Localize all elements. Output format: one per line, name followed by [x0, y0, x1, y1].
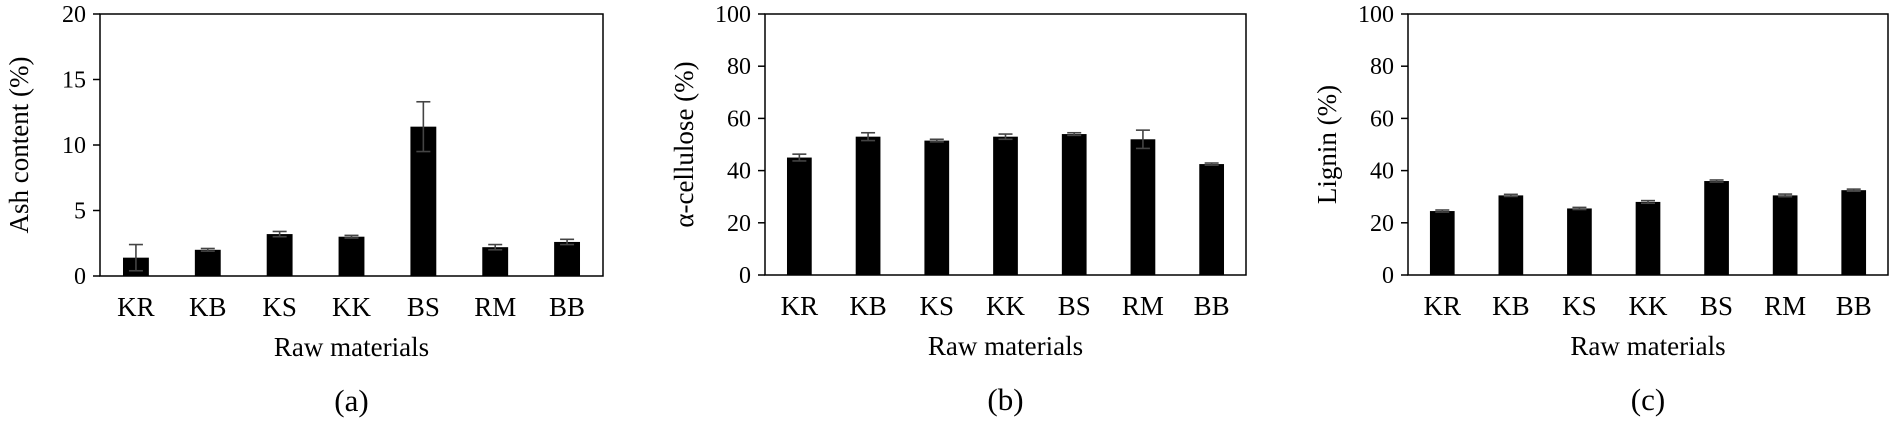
- bar-rm: [1130, 139, 1156, 275]
- bar-ks: [1567, 208, 1592, 275]
- y-tick-label: 40: [1370, 159, 1394, 185]
- x-category-label: RM: [474, 292, 516, 322]
- x-category-label: BB: [1194, 291, 1230, 321]
- x-axis-title: Raw materials: [928, 331, 1083, 361]
- bar-kb: [1498, 195, 1524, 275]
- bar-rm: [482, 247, 509, 276]
- bar-bb: [1841, 190, 1867, 275]
- y-tick-label: 20: [1370, 211, 1394, 237]
- bar-bb: [1199, 164, 1225, 275]
- y-tick-label: 10: [62, 133, 86, 159]
- x-category-label: RM: [1122, 291, 1164, 321]
- bar-rm: [1772, 195, 1798, 275]
- bar-ks: [924, 140, 950, 275]
- x-category-label: KR: [781, 291, 819, 321]
- x-category-label: BB: [1836, 291, 1872, 321]
- bar-kr: [786, 157, 812, 275]
- y-tick-label: 60: [727, 106, 751, 132]
- bar-ks: [266, 234, 293, 276]
- bar-bb: [554, 241, 581, 276]
- x-category-label: BS: [1058, 291, 1091, 321]
- y-tick-label: 5: [74, 199, 86, 225]
- bar-kb: [855, 136, 881, 275]
- y-axis-title: α-cellulose (%): [669, 61, 699, 227]
- x-category-label: KS: [262, 292, 297, 322]
- x-axis-title: Raw materials: [274, 332, 429, 362]
- x-category-label: KK: [1629, 291, 1668, 321]
- x-category-label: BS: [1700, 291, 1733, 321]
- x-category-label: RM: [1764, 291, 1806, 321]
- x-category-label: KR: [1424, 291, 1462, 321]
- x-category-label: KK: [986, 291, 1025, 321]
- y-tick-label: 0: [74, 264, 86, 290]
- bar-bs: [1704, 181, 1729, 275]
- y-tick-label: 100: [715, 2, 751, 28]
- y-tick-label: 0: [1382, 263, 1394, 289]
- x-category-label: KB: [1492, 291, 1530, 321]
- y-tick-label: 80: [727, 54, 751, 80]
- y-tick-label: 100: [1358, 2, 1394, 28]
- y-tick-label: 60: [1370, 106, 1394, 132]
- y-tick-label: 0: [739, 263, 751, 289]
- bar-bs: [1061, 134, 1087, 275]
- y-tick-label: 40: [727, 159, 751, 185]
- x-axis-title: Raw materials: [1570, 331, 1725, 361]
- y-axis-title: Ash content (%): [4, 57, 34, 234]
- x-category-label: KB: [849, 291, 887, 321]
- bar-kk: [993, 136, 1018, 275]
- x-category-label: KB: [189, 292, 227, 322]
- y-tick-label: 80: [1370, 54, 1394, 80]
- x-category-label: KR: [117, 292, 155, 322]
- x-category-label: BB: [549, 292, 585, 322]
- panel-label: (b): [987, 382, 1023, 417]
- bar-kr: [1429, 211, 1455, 275]
- y-tick-label: 20: [62, 2, 86, 28]
- bar-kk: [1635, 201, 1661, 275]
- x-category-label: BS: [407, 292, 440, 322]
- y-tick-label: 15: [62, 68, 86, 94]
- y-tick-label: 20: [727, 211, 751, 237]
- panel-label: (a): [334, 383, 368, 418]
- x-category-label: KS: [920, 291, 955, 321]
- y-axis-title: Lignin (%): [1312, 85, 1342, 204]
- bar-kb: [194, 249, 221, 276]
- bar-kk: [338, 236, 365, 276]
- x-category-label: KK: [332, 292, 371, 322]
- x-category-label: KS: [1562, 291, 1597, 321]
- panel-label: (c): [1631, 382, 1665, 417]
